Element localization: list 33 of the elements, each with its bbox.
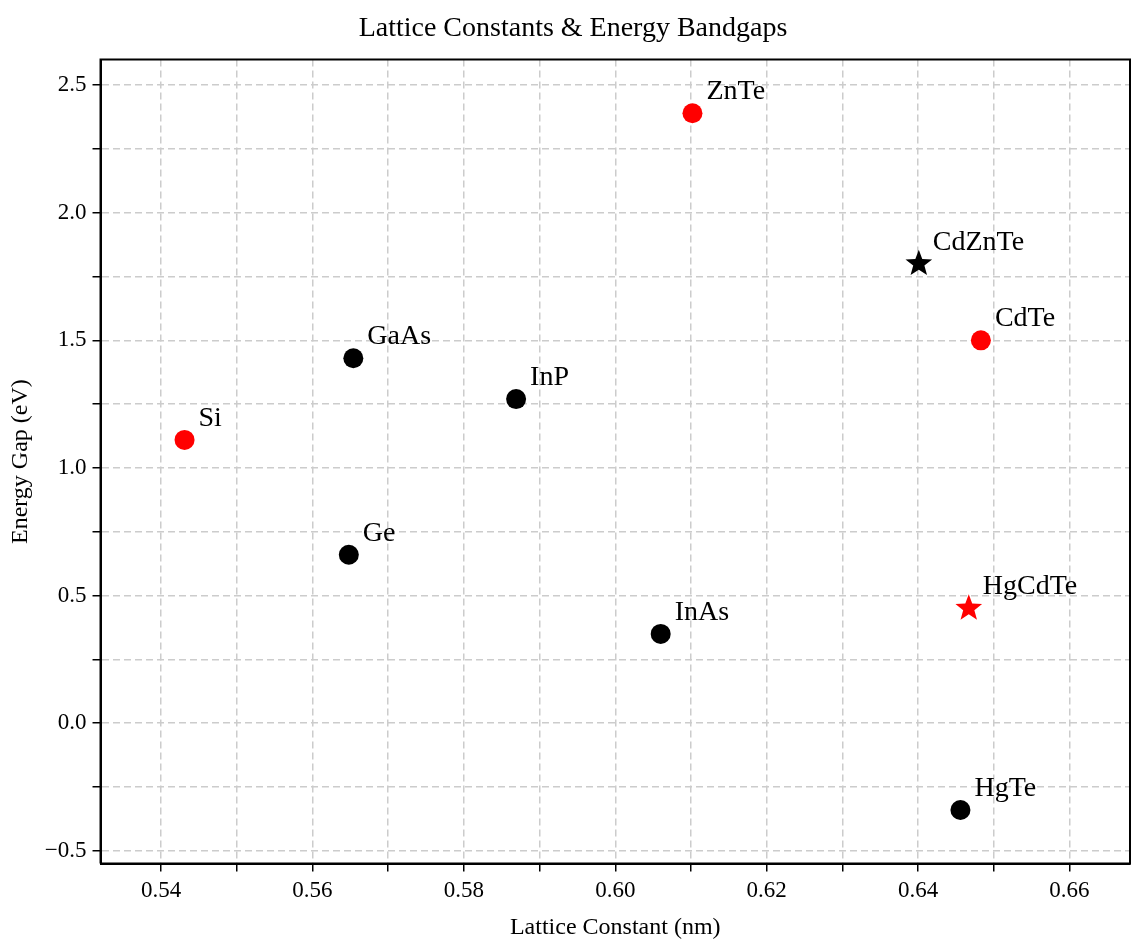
x-tick-label: 0.62 bbox=[746, 877, 787, 903]
chart-title: Lattice Constants & Energy Bandgaps bbox=[358, 11, 788, 43]
x-tick-label: 0.60 bbox=[595, 877, 636, 903]
x-axis-title: Lattice Constant (nm) bbox=[509, 912, 721, 939]
x-tick-label: 0.56 bbox=[292, 877, 333, 903]
y-tick-label: 1.0 bbox=[57, 454, 87, 480]
y-tick-label: 2.0 bbox=[57, 198, 87, 224]
y-tick-label: 0.5 bbox=[57, 581, 87, 607]
annotation: HgCdTe bbox=[982, 569, 1078, 601]
annotation: Ge bbox=[362, 515, 396, 547]
annotation: InAs bbox=[674, 594, 730, 626]
y-axis-title: Energy Gap (eV) bbox=[5, 379, 32, 545]
x-tick-label: 0.64 bbox=[897, 877, 939, 903]
annotation: GaAs bbox=[367, 319, 432, 351]
annotation: InP bbox=[530, 360, 569, 392]
annotation: ZnTe bbox=[706, 74, 766, 106]
x-tick-label: 0.54 bbox=[140, 877, 182, 903]
x-tick-label: 0.66 bbox=[1049, 877, 1090, 903]
point bbox=[343, 348, 364, 369]
y-tick-label: 0.0 bbox=[57, 709, 87, 735]
point bbox=[338, 544, 359, 565]
annotation: CdZnTe bbox=[932, 224, 1025, 256]
point bbox=[650, 623, 671, 644]
point bbox=[950, 800, 971, 820]
annotation: Si bbox=[198, 400, 223, 432]
y-tick-label: 1.5 bbox=[57, 326, 87, 352]
y-tick-label: −0.5 bbox=[44, 836, 87, 862]
annotation: CdTe bbox=[994, 301, 1056, 333]
annotation: HgTe bbox=[974, 771, 1037, 802]
y-tick-label: 2.5 bbox=[57, 71, 87, 97]
point bbox=[506, 389, 527, 410]
x-tick-label: 0.58 bbox=[443, 877, 484, 903]
point bbox=[955, 594, 983, 620]
